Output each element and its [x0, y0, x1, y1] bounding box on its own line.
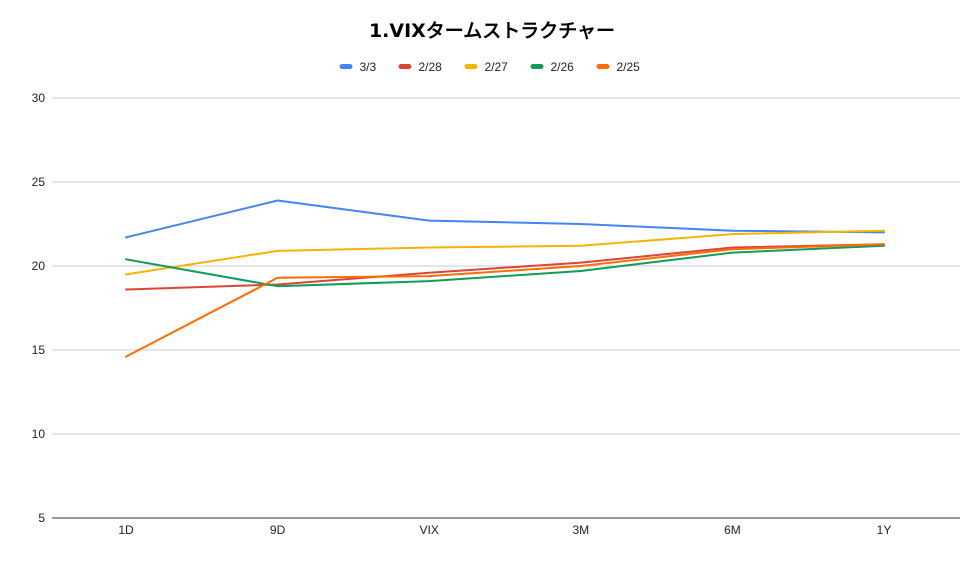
series-line-2-26	[125, 244, 885, 288]
chart-title: 1.VIXタームストラクチャー	[369, 20, 615, 42]
x-tick-label: VIX	[420, 523, 439, 537]
legend-item[interactable]: 2/25	[596, 60, 641, 74]
legend-item[interactable]: 2/26	[530, 60, 575, 74]
y-tick-label: 15	[32, 343, 46, 357]
legend-swatch	[596, 64, 610, 69]
legend-label: 2/28	[419, 60, 443, 74]
legend-item[interactable]: 2/27	[464, 60, 509, 74]
x-tick-label: 1D	[118, 523, 134, 537]
legend-swatch	[398, 64, 412, 69]
y-tick-label: 10	[32, 427, 46, 441]
legend-swatch	[464, 64, 478, 69]
x-tick-label: 6M	[724, 523, 741, 537]
legend-label: 2/25	[617, 60, 641, 74]
x-tick-label: 1Y	[877, 523, 892, 537]
legend-item[interactable]: 2/28	[398, 60, 443, 74]
series-lines	[125, 199, 885, 358]
x-tick-label: 3M	[572, 523, 589, 537]
legend-label: 2/26	[551, 60, 575, 74]
y-axis-ticks: 5 10 15 20 25 30	[32, 91, 46, 525]
series-line-2-27	[125, 229, 885, 276]
legend-swatch	[530, 64, 544, 69]
x-axis-ticks: 1D 9D VIX 3M 6M 1Y	[118, 523, 891, 537]
legend-swatch	[339, 64, 353, 69]
legend-label: 3/3	[360, 60, 377, 74]
y-tick-label: 20	[32, 259, 46, 273]
y-tick-label: 5	[38, 511, 45, 525]
series-line-3-3	[125, 199, 885, 239]
x-tick-label: 9D	[270, 523, 286, 537]
legend-item[interactable]: 3/3	[339, 60, 377, 74]
series-line-2-28	[125, 243, 885, 291]
y-tick-label: 25	[32, 175, 46, 189]
legend-label: 2/27	[485, 60, 509, 74]
legend: 3/3 2/28 2/27 2/26 2/25	[339, 60, 641, 74]
series-line-2-25	[125, 243, 885, 358]
gridlines	[52, 97, 960, 519]
y-tick-label: 30	[32, 91, 46, 105]
